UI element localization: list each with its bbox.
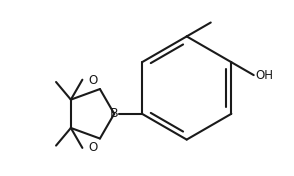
Text: OH: OH bbox=[256, 69, 274, 82]
Text: O: O bbox=[89, 140, 98, 153]
Text: O: O bbox=[89, 74, 98, 87]
Text: B: B bbox=[110, 107, 118, 120]
